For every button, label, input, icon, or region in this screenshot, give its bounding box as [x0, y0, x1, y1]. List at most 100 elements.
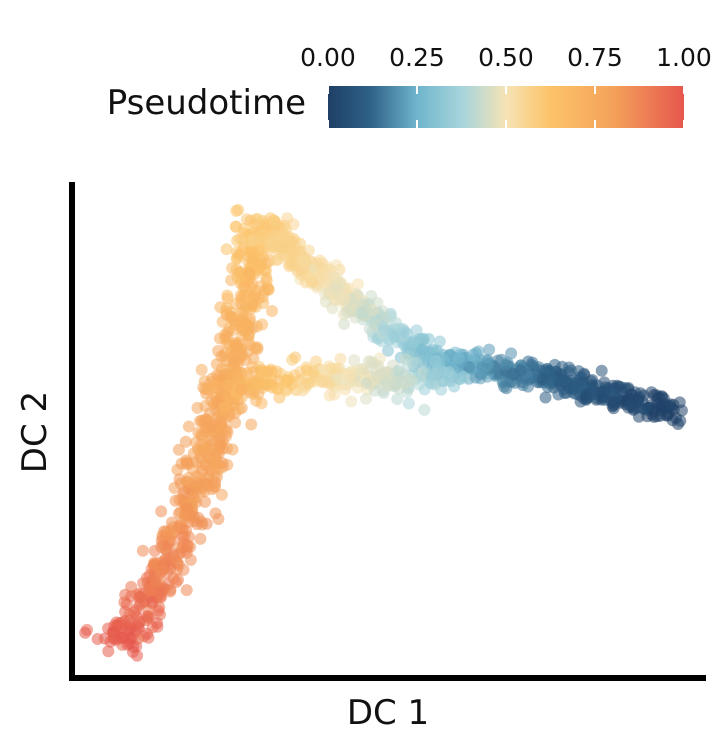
- scatter-point: [564, 364, 577, 377]
- scatter-point: [666, 414, 679, 427]
- scatter-point: [407, 337, 420, 349]
- scatter-point: [208, 481, 221, 494]
- scatter-point: [270, 254, 283, 267]
- scatter-point: [246, 361, 259, 374]
- scatter-point: [133, 615, 146, 628]
- scatter-point: [328, 271, 340, 284]
- scatter-point: [155, 505, 168, 518]
- scatter-point: [184, 540, 197, 553]
- scatter-point: [323, 389, 336, 402]
- scatter-point: [205, 435, 218, 447]
- scatter-point: [363, 322, 376, 335]
- scatter-point: [230, 252, 243, 265]
- scatter-point: [257, 228, 270, 241]
- scatter-point: [113, 617, 126, 630]
- scatter-point: [233, 403, 246, 416]
- colorbar-tick-label: 0.25: [389, 43, 445, 72]
- scatter-point: [148, 556, 161, 569]
- scatter-point: [406, 357, 419, 370]
- scatter-point: [209, 452, 222, 465]
- scatter-point: [536, 373, 549, 386]
- scatter-point: [180, 584, 193, 597]
- scatter-point: [371, 370, 384, 383]
- scatter-point: [351, 381, 364, 394]
- colorbar-ticks: [327, 86, 685, 128]
- scatter-point: [391, 393, 404, 406]
- scatter-point: [421, 347, 434, 360]
- scatter-point: [310, 355, 323, 368]
- scatter-point: [255, 259, 268, 272]
- scatter-point: [180, 524, 192, 537]
- scatter-point: [239, 280, 252, 293]
- scatter-point: [652, 398, 664, 411]
- scatter-point: [339, 383, 352, 396]
- scatter-point: [251, 341, 264, 354]
- scatter-point: [595, 364, 608, 377]
- scatter-point: [554, 376, 567, 389]
- scatter-point: [433, 335, 446, 348]
- scatter-point: [237, 316, 250, 329]
- scatter-point: [281, 374, 294, 387]
- scatter-point: [280, 223, 292, 236]
- scatter-point: [149, 575, 162, 588]
- scatter-point: [514, 364, 527, 377]
- scatter-point: [322, 261, 335, 274]
- scatter-point: [334, 352, 347, 365]
- scatter-point: [116, 631, 129, 644]
- scatter-point: [382, 344, 394, 357]
- scatter-point: [475, 366, 488, 379]
- scatter-point: [301, 364, 313, 377]
- scatter-point: [160, 525, 173, 538]
- scatter-point: [384, 378, 397, 391]
- scatter-point: [505, 347, 518, 360]
- scatter-point: [272, 383, 285, 396]
- scatter-point: [426, 369, 439, 382]
- scatter-point: [675, 404, 688, 417]
- scatter-point: [648, 389, 661, 401]
- scatter-point: [586, 378, 599, 391]
- scatter-point: [196, 430, 209, 443]
- scatter-point: [245, 418, 258, 431]
- scatter-point: [422, 333, 435, 345]
- scatter-point: [393, 364, 406, 377]
- scatter-point: [315, 375, 328, 388]
- scatter-point: [251, 212, 264, 225]
- scatter-point: [231, 271, 244, 284]
- scatter-point: [184, 553, 197, 566]
- scatter-point: [154, 591, 167, 604]
- scatter-point: [221, 289, 234, 302]
- scatter-point: [269, 229, 282, 241]
- scatter-point: [194, 467, 207, 480]
- y-axis-label: DC 2: [15, 391, 55, 473]
- scatter-point: [265, 365, 278, 378]
- scatter-points: [79, 204, 688, 662]
- scatter-point: [215, 488, 228, 501]
- scatter-point: [194, 532, 207, 545]
- scatter-point: [351, 278, 364, 291]
- scatter-point: [539, 391, 552, 404]
- legend-title: Pseudotime: [107, 83, 306, 123]
- scatter-point: [144, 584, 156, 597]
- scatter-point: [250, 320, 263, 333]
- scatter-point: [222, 379, 235, 392]
- scatter-point: [226, 262, 239, 275]
- scatter-point: [401, 327, 414, 340]
- scatter-point: [172, 443, 185, 456]
- scatter-point: [260, 271, 273, 284]
- scatter-point: [179, 435, 192, 448]
- scatter-point: [348, 354, 361, 367]
- scatter-point: [250, 394, 263, 407]
- scatter-point: [356, 362, 369, 375]
- scatter-point: [165, 516, 178, 529]
- scatter-point: [262, 283, 275, 296]
- scatter-point: [378, 324, 391, 337]
- scatter-point: [498, 380, 511, 393]
- scatter-point: [472, 345, 485, 358]
- scatter-point: [133, 591, 146, 604]
- scatter-point: [167, 549, 180, 562]
- scatter-point: [364, 355, 377, 368]
- scatter-point: [331, 362, 344, 375]
- scatter-point: [212, 463, 225, 476]
- scatter-point: [360, 304, 373, 316]
- colorbar-tick-label: 0.00: [300, 43, 356, 72]
